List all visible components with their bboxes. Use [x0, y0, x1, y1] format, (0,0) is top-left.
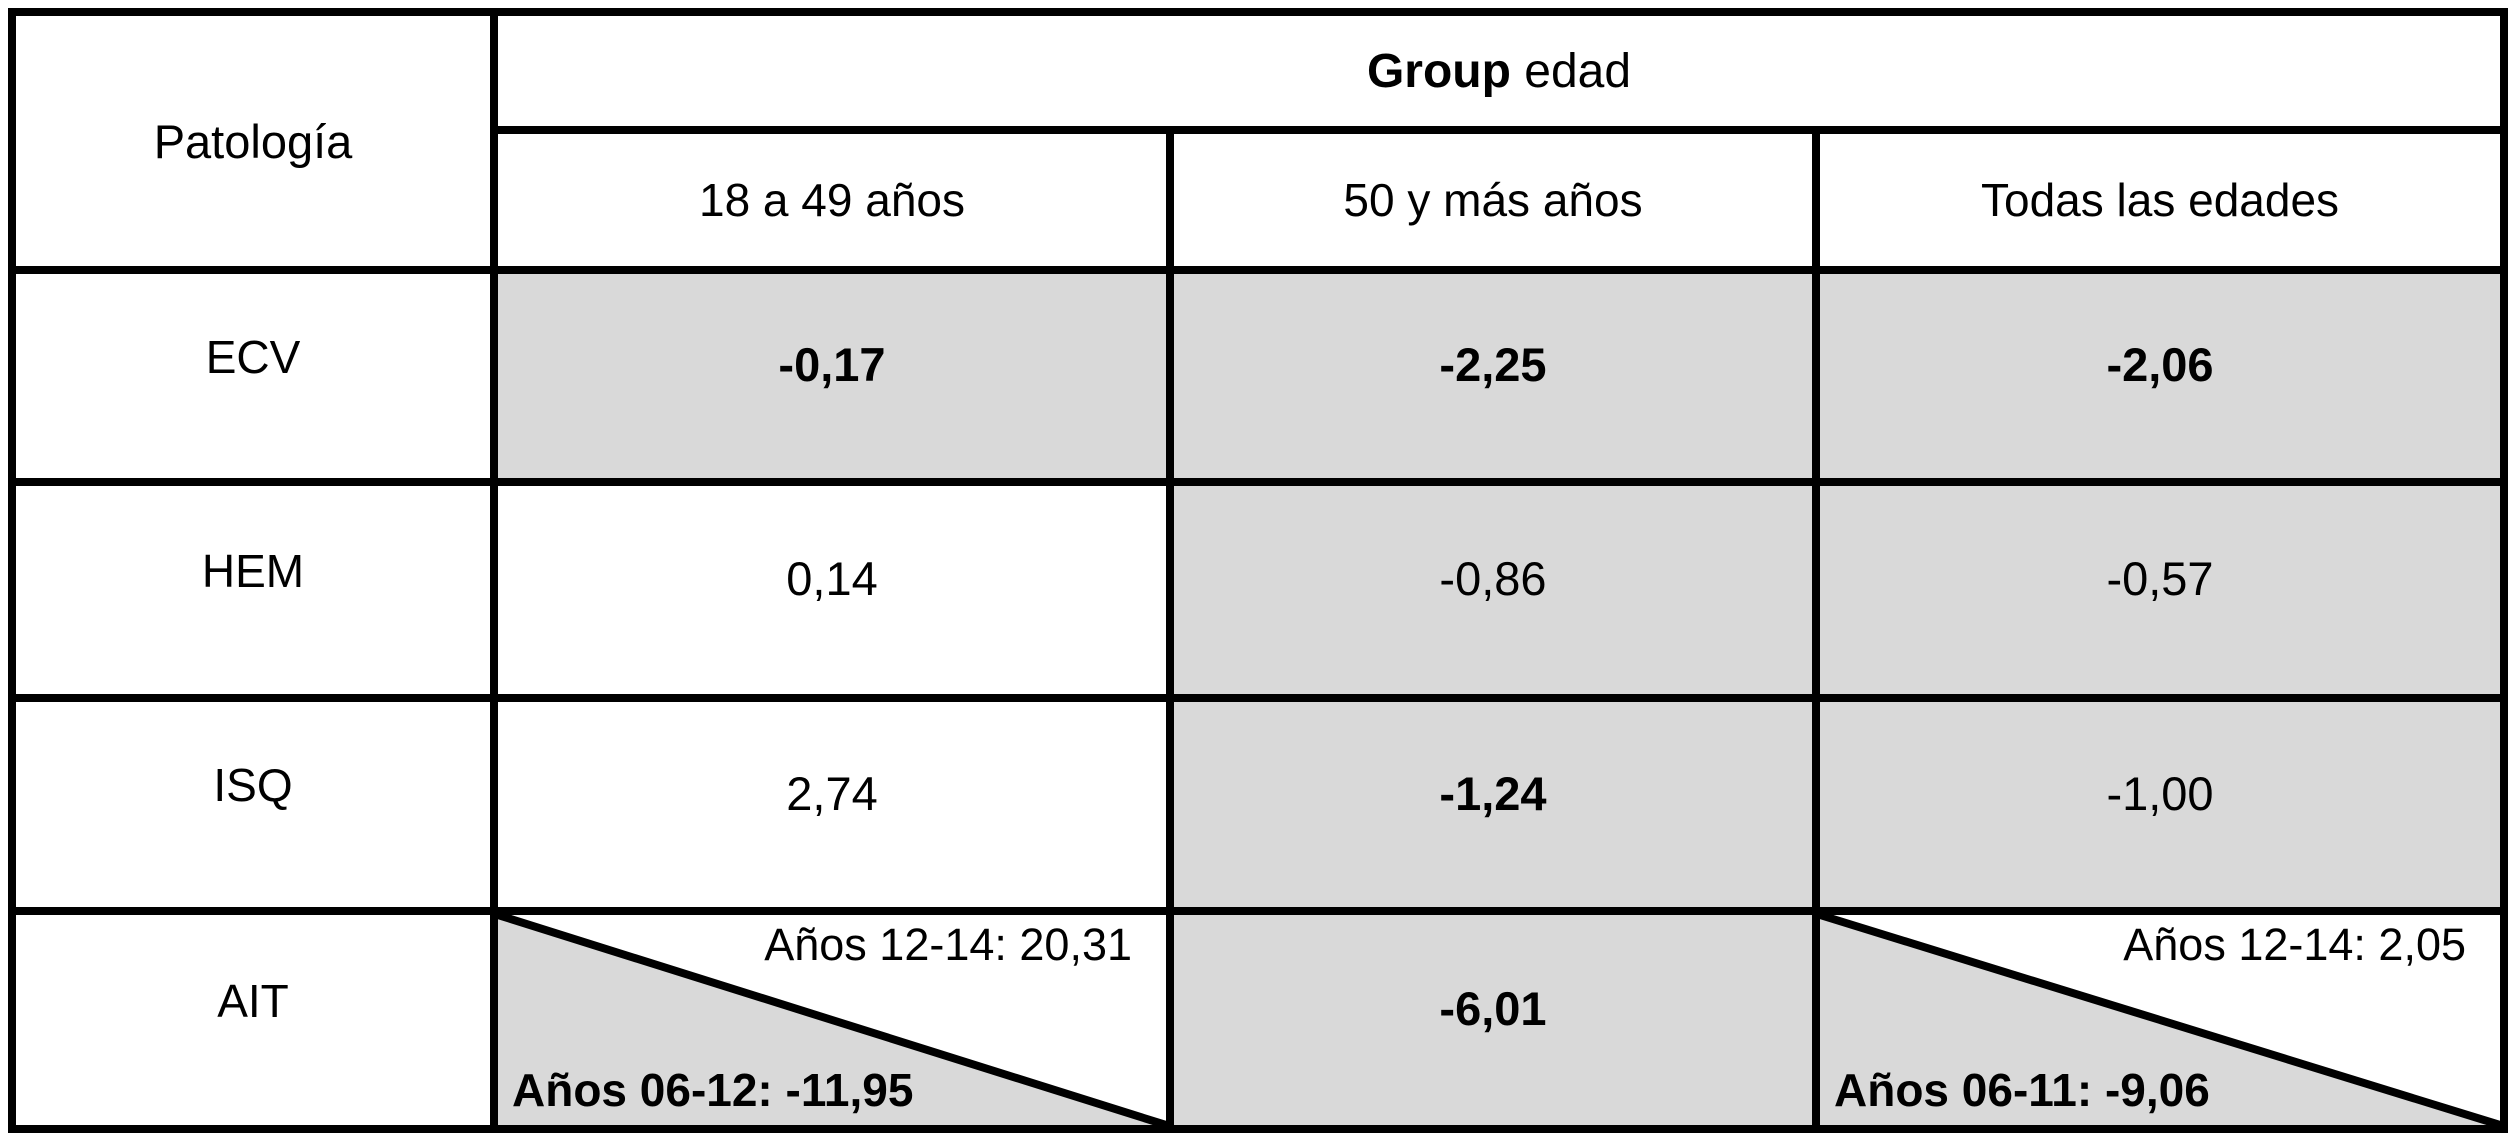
split-bottom-value: Años 06-12: -11,95 [512, 1064, 914, 1116]
cell-isq-50-plus: -1,24 [1166, 694, 1820, 915]
split-bottom-value: Años 06-11: -9,06 [1834, 1064, 2210, 1116]
table-row-ecv: ECV -0,17 -2,25 -2,06 [8, 266, 2508, 486]
cell-ait-18-49-split: Años 12-14: 20,31 Años 06-12: -11,95 [490, 907, 1174, 1133]
header-patologia: Patología [8, 8, 498, 274]
cell-ecv-18-49: -0,17 [490, 266, 1174, 486]
table-row-ait: AIT Años 12-14: 20,31 Años 06-12: -11,95… [8, 907, 2508, 1133]
cell-isq-all: -1,00 [1811, 694, 2508, 915]
cell-isq-18-49: 2,74 [490, 694, 1174, 915]
cell-hem-50-plus: -0,86 [1166, 478, 1820, 702]
row-label-ecv: ECV [8, 266, 498, 486]
split-cell-content: Años 12-14: 2,05 Años 06-11: -9,06 [1820, 915, 2500, 1125]
group-label-bold: Group [1366, 44, 1511, 98]
header-row-ages: 18 a 49 años 50 y más años Todas las eda… [12, 126, 2508, 274]
header-age-all: Todas las edades [1811, 126, 2508, 274]
group-label-rest: edad [1524, 44, 1632, 98]
cell-ait-all-split: Años 12-14: 2,05 Años 06-11: -9,06 [1811, 907, 2508, 1133]
split-top-value: Años 12-14: 2,05 [2123, 919, 2467, 970]
split-cell-content: Años 12-14: 20,31 Años 06-12: -11,95 [498, 915, 1166, 1125]
diagonal-divider-line [1820, 915, 2500, 1125]
table-row-isq: ISQ 2,74 -1,24 -1,00 [8, 694, 2508, 915]
cell-ecv-50-plus: -2,25 [1166, 266, 1820, 486]
header-age-18-49: 18 a 49 años [490, 126, 1174, 274]
row-label-isq: ISQ [8, 694, 498, 915]
cell-hem-18-49: 0,14 [490, 478, 1174, 702]
diagonal-divider-line [498, 915, 1166, 1125]
header-age-50-plus: 50 y más años [1166, 126, 1820, 274]
split-top-value: Años 12-14: 20,31 [764, 919, 1132, 970]
row-label-hem: HEM [8, 478, 498, 702]
row-label-ait: AIT [8, 907, 498, 1133]
cell-ecv-all: -2,06 [1811, 266, 2508, 486]
header-row-group: Patología Group edad [8, 8, 2508, 274]
header-group-edad: Group edad [489, 8, 2508, 134]
pathology-age-table: Patología Group edad 18 a 49 años 50 y m… [8, 8, 2508, 1133]
table-row-hem: HEM 0,14 -0,86 -0,57 [8, 478, 2508, 702]
cell-ait-50-plus: -6,01 [1166, 907, 1820, 1133]
cell-hem-all: -0,57 [1811, 478, 2508, 702]
